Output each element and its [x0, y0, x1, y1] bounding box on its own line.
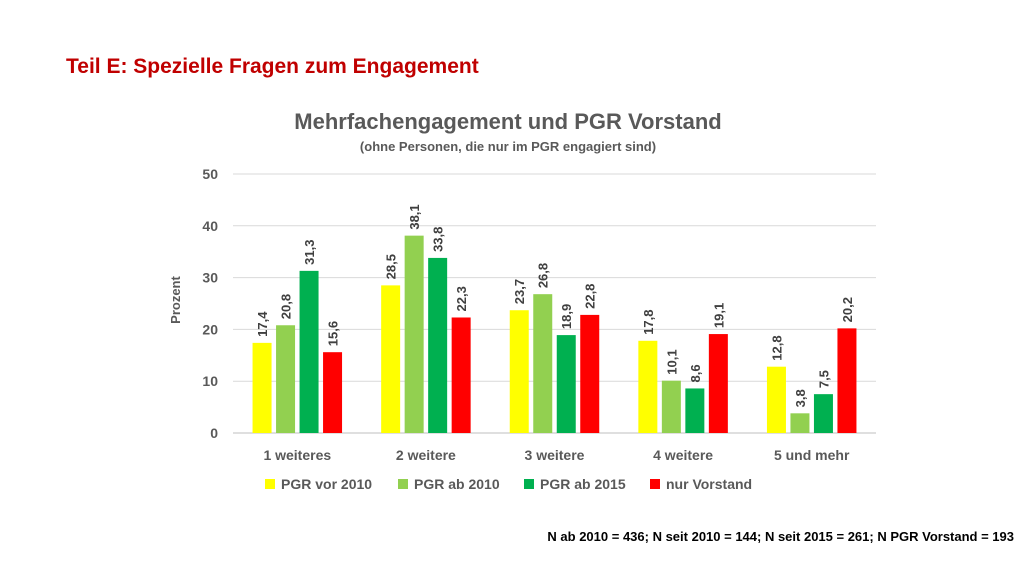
- legend-label: PGR ab 2015: [540, 476, 626, 492]
- bars: 17,4 20,8 31,3 15,6 28,5 38,1 33,8 22,3 23,7 26,8…: [252, 204, 857, 433]
- x-tick-label: 5 und mehr: [774, 447, 850, 463]
- legend-label: PGR vor 2010: [281, 476, 372, 492]
- data-label: 7,5: [816, 370, 831, 388]
- y-tick-label: 30: [202, 270, 218, 286]
- y-tick-label: 10: [202, 373, 218, 389]
- legend: PGR vor 2010 PGR ab 2010 PGR ab 2015 nur Vo…: [265, 476, 752, 492]
- bar: [299, 270, 319, 433]
- bar: [837, 328, 857, 433]
- data-label: 20,8: [279, 294, 294, 319]
- data-label: 22,8: [583, 284, 598, 309]
- legend-label: PGR ab 2010: [414, 476, 500, 492]
- y-tick-label: 0: [210, 425, 218, 441]
- data-label: 19,1: [711, 303, 726, 328]
- data-label: 23,7: [512, 279, 527, 304]
- bar: [323, 352, 343, 433]
- data-label: 38,1: [407, 204, 422, 229]
- legend-swatch: [398, 479, 408, 489]
- legend-swatch: [524, 479, 534, 489]
- bar: [580, 314, 600, 433]
- bar: [381, 285, 401, 433]
- bar: [685, 388, 705, 433]
- y-axis-label: Prozent: [168, 275, 183, 323]
- legend-swatch: [650, 479, 660, 489]
- bar: [428, 257, 448, 433]
- y-tick-label: 50: [202, 166, 218, 182]
- data-label: 12,8: [769, 335, 784, 360]
- data-label: 3,8: [793, 389, 808, 407]
- chart-title: Mehrfachengagement und PGR Vorstand: [294, 109, 721, 134]
- bar: [790, 413, 810, 433]
- sample-size-footnote: N ab 2010 = 436; N seit 2010 = 144; N se…: [547, 529, 1014, 544]
- y-tick-label: 20: [202, 321, 218, 337]
- x-axis-ticks: 1 weiteres 2 weitere 3 weitere 4 weitere 5 u…: [263, 447, 850, 463]
- bar: [276, 325, 296, 433]
- data-label: 33,8: [431, 227, 446, 252]
- bar: [509, 310, 529, 433]
- bar: [556, 335, 576, 433]
- data-label: 28,5: [384, 254, 399, 279]
- bar: [766, 366, 786, 433]
- data-label: 31,3: [302, 240, 317, 265]
- bar: [252, 342, 272, 433]
- bar: [533, 294, 553, 433]
- data-label: 18,9: [559, 304, 574, 329]
- data-label: 10,1: [664, 349, 679, 374]
- bar: [661, 380, 681, 433]
- y-axis-ticks: 0 10 20 30 40 50: [202, 166, 218, 441]
- bar: [404, 235, 424, 433]
- data-label: 22,3: [454, 286, 469, 311]
- data-label: 8,6: [688, 364, 703, 382]
- data-label: 20,2: [840, 297, 855, 322]
- x-tick-label: 3 weitere: [525, 447, 585, 463]
- x-tick-label: 4 weitere: [653, 447, 713, 463]
- x-tick-label: 2 weitere: [396, 447, 456, 463]
- x-tick-label: 1 weiteres: [263, 447, 331, 463]
- data-label: 17,8: [641, 309, 656, 334]
- legend-swatch: [265, 479, 275, 489]
- slide-title: Teil E: Spezielle Fragen zum Engagement: [66, 55, 479, 78]
- data-label: 17,4: [255, 311, 270, 337]
- bar: [813, 394, 833, 433]
- bar: [708, 334, 728, 433]
- bar: [451, 317, 471, 433]
- legend-label: nur Vorstand: [666, 476, 752, 492]
- data-label: 26,8: [536, 263, 551, 288]
- chart-subtitle: (ohne Personen, die nur im PGR engagiert…: [360, 139, 656, 154]
- bar: [638, 340, 658, 433]
- data-label: 15,6: [326, 321, 341, 346]
- y-tick-label: 40: [202, 218, 218, 234]
